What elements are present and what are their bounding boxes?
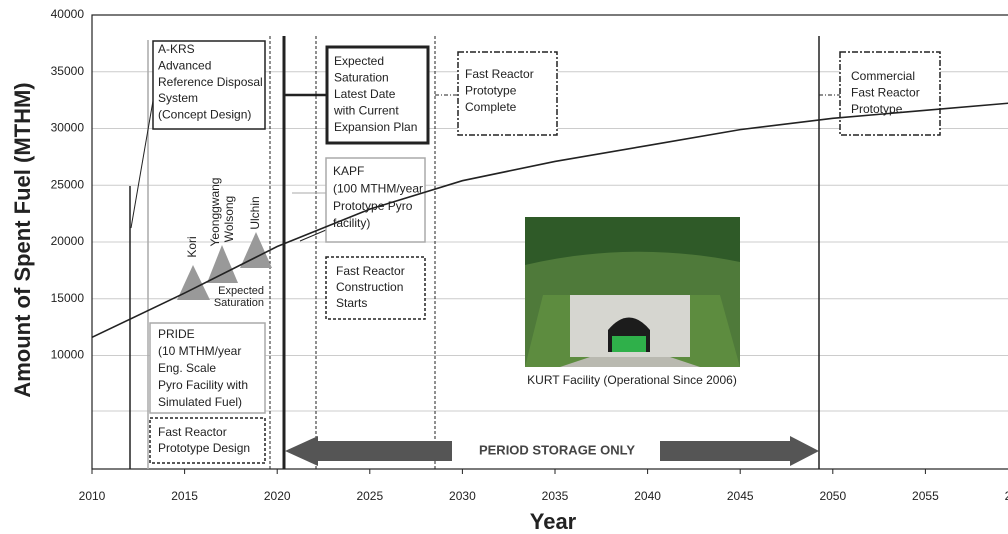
annotation-text: Prototype [465, 84, 517, 98]
annotation-text: Construction [336, 280, 403, 294]
annotation-text: Eng. Scale [158, 361, 216, 375]
plant-label: Kori [185, 236, 199, 257]
x-tick-label: 2020 [264, 489, 291, 503]
y-tick-label: 25000 [51, 177, 85, 191]
y-axis-title: Amount of Spent Fuel (MTHM) [10, 82, 35, 397]
annotation-text: Latest Date [334, 87, 396, 101]
annotation-text: Reference Disposal [158, 75, 263, 89]
annotation-text: Fast Reactor [851, 86, 920, 100]
annotation-text: Prototype Pyro [333, 199, 413, 213]
annotation-text: A-KRS [158, 42, 195, 56]
annotation-text: Advanced [158, 58, 211, 72]
annotation-text: (10 MTHM/year [158, 344, 241, 358]
x-tick-label: 2050 [819, 489, 846, 503]
annotation-text: (Concept Design) [158, 107, 251, 121]
y-tick-label: 10000 [51, 348, 85, 362]
annotation-text: Complete [465, 100, 517, 114]
y-tick-label: 15000 [51, 291, 85, 305]
connector [131, 95, 154, 228]
x-tick-label: 2015 [171, 489, 198, 503]
x-tick-label: 2040 [634, 489, 661, 503]
saturation-label: Saturation [214, 297, 264, 309]
x-tick-label: 2010 [79, 489, 106, 503]
annotation-text: KAPF [333, 164, 364, 178]
annotation-text: PRIDE [158, 327, 195, 341]
x-axis-title: Year [530, 509, 577, 534]
arrow-label: PERIOD STORAGE ONLY [479, 442, 635, 457]
annotation-text: Simulated Fuel) [158, 395, 242, 409]
x-tick-label: 2025 [356, 489, 383, 503]
y-tick-label: 35000 [51, 64, 85, 78]
annotation-text: facility) [333, 216, 370, 230]
plant-marker [207, 245, 238, 283]
annotation-text: Commercial [851, 69, 915, 83]
x-tick-label: 2045 [727, 489, 754, 503]
chart: KURT Facility (Operational Since 2006) P… [0, 0, 1008, 534]
photo [525, 217, 740, 367]
annotation-text: Prototype Design [158, 441, 250, 455]
annotation-text: Pyro Facility with [158, 378, 248, 392]
y-tick-label: 40000 [51, 7, 85, 21]
plant-label: Wolsong [222, 196, 236, 242]
annotation-text: Expected [334, 54, 384, 68]
y-tick-label: 20000 [51, 234, 85, 248]
annotation-text: with Current [333, 104, 399, 118]
photo-caption: KURT Facility (Operational Since 2006) [527, 373, 737, 387]
annotation-text: (100 MTHM/year [333, 181, 423, 195]
x-tick-label: 2055 [912, 489, 939, 503]
plant-label: Yeonggwang [208, 178, 222, 247]
x-tick-label: 2035 [542, 489, 569, 503]
annotation-text: Fast Reactor [158, 425, 227, 439]
annotation-text: Expansion Plan [334, 120, 417, 134]
y-tick-label: 30000 [51, 121, 85, 135]
annotation-text: Saturation [334, 71, 389, 85]
x-tick-label: 2030 [449, 489, 476, 503]
plant-label: Ulchin [248, 196, 262, 229]
x-tick-label: 2060 [1005, 489, 1008, 503]
annotation-text: Fast Reactor [336, 264, 405, 278]
annotation-text: System [158, 91, 198, 105]
page: KURT Facility (Operational Since 2006) P… [0, 0, 1008, 534]
saturation-label: Expected [218, 285, 264, 297]
annotation-text: Starts [336, 296, 367, 310]
annotation-text: Fast Reactor [465, 67, 534, 81]
